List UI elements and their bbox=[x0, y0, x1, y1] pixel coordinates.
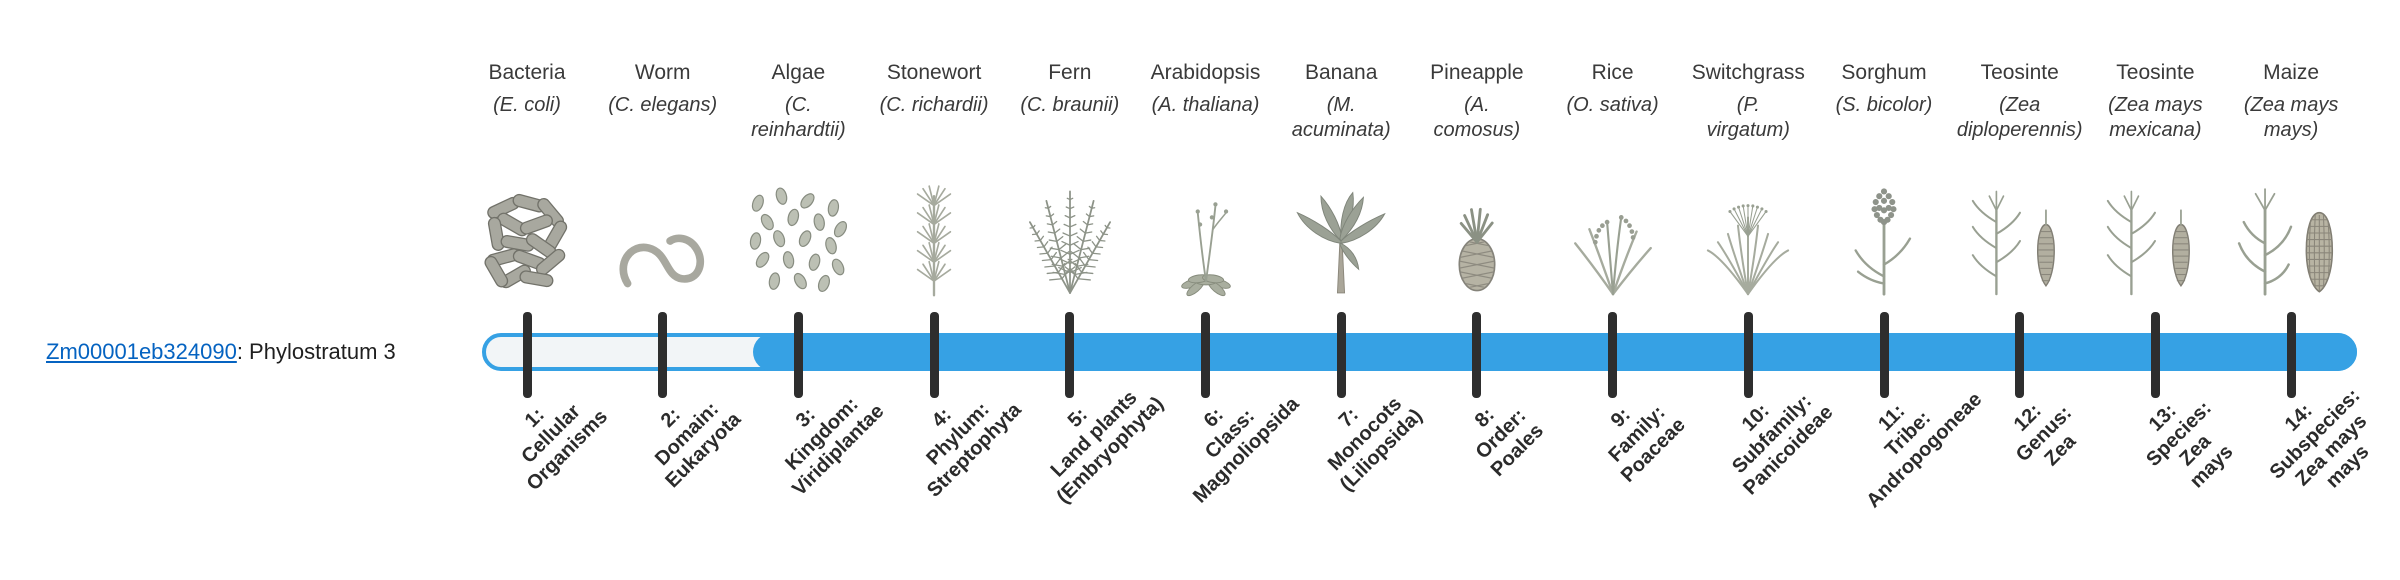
stratum-axis-label-text: 8: Order: Poales bbox=[1470, 403, 1548, 481]
organism-name: Teosinte bbox=[1980, 61, 2059, 84]
organism-name: Rice bbox=[1591, 61, 1634, 84]
stratum-axis-label-text: 5: Land plants (Embryophyta) bbox=[1046, 386, 1168, 508]
organism-name: Stonewort bbox=[886, 61, 982, 84]
organism-species: (C. elegans) bbox=[608, 94, 718, 116]
organism-species: (Zea mays mays) bbox=[2243, 94, 2339, 141]
stratum-tick bbox=[1743, 312, 1753, 398]
stratum-tick bbox=[1608, 312, 1618, 398]
stratum-tick bbox=[522, 312, 532, 398]
stratum-axis-label-text: 12: Genus: Zea bbox=[2009, 399, 2080, 471]
organism-name: Switchgrass bbox=[1691, 61, 1805, 84]
organism-species: (P. virgatum) bbox=[1706, 94, 1790, 141]
stratum-axis-label-text: 6: Class: Magnoliopsida bbox=[1188, 393, 1304, 508]
switchgrass-icon bbox=[1670, 166, 1826, 300]
stratum-axis-label-text: 10: Subfamily: Panicoideae bbox=[1728, 390, 1838, 500]
organism-name: Fern bbox=[1048, 61, 1092, 84]
stratum-axis-label-text: 7: Monocots (Liliopsida) bbox=[1324, 392, 1427, 496]
organism-species: (O. sativa) bbox=[1566, 94, 1659, 116]
fern-icon bbox=[992, 166, 1148, 300]
stratum-tick bbox=[793, 312, 803, 398]
organism-name: Bacteria bbox=[488, 61, 566, 84]
stratum-tick bbox=[2015, 312, 2025, 398]
organism-species: (A. thaliana) bbox=[1151, 94, 1260, 116]
stratum-axis-label-text: 2: Domain: Eukaryota bbox=[650, 397, 745, 493]
stratum-tick bbox=[1879, 312, 1889, 398]
rice-icon bbox=[1535, 166, 1691, 300]
stratum-tick bbox=[1472, 312, 1482, 398]
teosinte-icon bbox=[2077, 166, 2233, 300]
organism-species: (E. coli) bbox=[493, 94, 561, 116]
stratum-axis-label-text: 4: Phylum: Streptophyta bbox=[922, 398, 1026, 502]
organism-species: (M. acuminata) bbox=[1291, 94, 1391, 141]
organism-species: (C. richardii) bbox=[879, 94, 989, 116]
stratum-axis-label-text: 11: Tribe: Andropogoneae bbox=[1862, 388, 1987, 513]
teosinte-icon bbox=[1942, 166, 2098, 300]
stratum-tick bbox=[2286, 312, 2296, 398]
organism-header: Fern (C. braunii) bbox=[992, 60, 1148, 118]
organism-species: (Zea diploperennis) bbox=[1956, 94, 2083, 141]
organism-name: Pineapple bbox=[1430, 61, 1524, 84]
bacteria-icon bbox=[449, 166, 605, 300]
stonewort-icon bbox=[856, 166, 1012, 300]
organism-species: (C. reinhardtii) bbox=[751, 94, 846, 141]
organism-header: Banana (M. acuminata) bbox=[1263, 60, 1419, 143]
organism-name: Worm bbox=[634, 61, 691, 84]
pineapple-icon bbox=[1399, 166, 1555, 300]
gene-phylostratum-text: : Phylostratum 3 bbox=[236, 339, 396, 364]
stratum-tick bbox=[658, 312, 668, 398]
organism-name: Maize bbox=[2263, 61, 2320, 84]
stratum-tick bbox=[2150, 312, 2160, 398]
organism-header: Maize (Zea mays mays) bbox=[2213, 60, 2369, 143]
stratum-axis-label-text: 14: Subspecies: Zea mays mays bbox=[2265, 384, 2374, 493]
organism-species: (S. bicolor) bbox=[1835, 94, 1933, 116]
organism-header: Teosinte (Zea diploperennis) bbox=[1942, 60, 2098, 143]
maize-icon bbox=[2213, 166, 2369, 300]
organism-name: Algae bbox=[771, 61, 826, 84]
gene-id-link[interactable]: Zm00001eb324090 bbox=[46, 339, 237, 364]
stratum-axis-label-text: 3: Kingdom: Viridiplantae bbox=[781, 393, 889, 501]
worm-icon bbox=[585, 166, 741, 300]
stratum-axis-label-text: 1: Cellular Organisms bbox=[517, 400, 613, 496]
algae-icon bbox=[720, 166, 876, 300]
organism-species: (C. braunii) bbox=[1020, 94, 1120, 116]
organism-header: Switchgrass (P. virgatum) bbox=[1670, 60, 1826, 143]
stratum-tick bbox=[929, 312, 939, 398]
organism-name: Teosinte bbox=[2116, 61, 2195, 84]
organism-header: Sorghum (S. bicolor) bbox=[1806, 60, 1962, 118]
arabidopsis-icon bbox=[1128, 166, 1284, 300]
stratum-tick bbox=[1065, 312, 1075, 398]
organism-header: Bacteria (E. coli) bbox=[449, 60, 605, 118]
organism-header: Algae (C. reinhardtii) bbox=[720, 60, 876, 143]
gene-label: Zm00001eb324090: Phylostratum 3 bbox=[46, 339, 396, 365]
track-fill bbox=[753, 333, 2357, 371]
stratum-axis-label-text: 9: Family: Poaceae bbox=[1604, 401, 1690, 487]
stratum-tick bbox=[1201, 312, 1210, 398]
stratum-tick bbox=[1336, 312, 1346, 398]
organism-header: Stonewort (C. richardii) bbox=[856, 60, 1012, 118]
organism-header: Worm (C. elegans) bbox=[585, 60, 741, 118]
banana-icon bbox=[1263, 166, 1419, 300]
stratum-axis-label-text: 13: Species: Zea mays bbox=[2142, 397, 2238, 493]
organism-name: Sorghum bbox=[1841, 61, 1927, 84]
organism-name: Arabidopsis bbox=[1150, 61, 1261, 84]
sorghum-icon bbox=[1806, 166, 1962, 300]
organism-name: Banana bbox=[1304, 61, 1378, 84]
organism-header: Teosinte (Zea mays mexicana) bbox=[2077, 60, 2233, 143]
organism-species: (Zea mays mexicana) bbox=[2108, 94, 2203, 141]
organism-header: Rice (O. sativa) bbox=[1535, 60, 1691, 118]
organism-species: (A. comosus) bbox=[1433, 94, 1521, 141]
organism-header: Pineapple (A. comosus) bbox=[1399, 60, 1555, 143]
organism-header: Arabidopsis (A. thaliana) bbox=[1128, 60, 1284, 118]
